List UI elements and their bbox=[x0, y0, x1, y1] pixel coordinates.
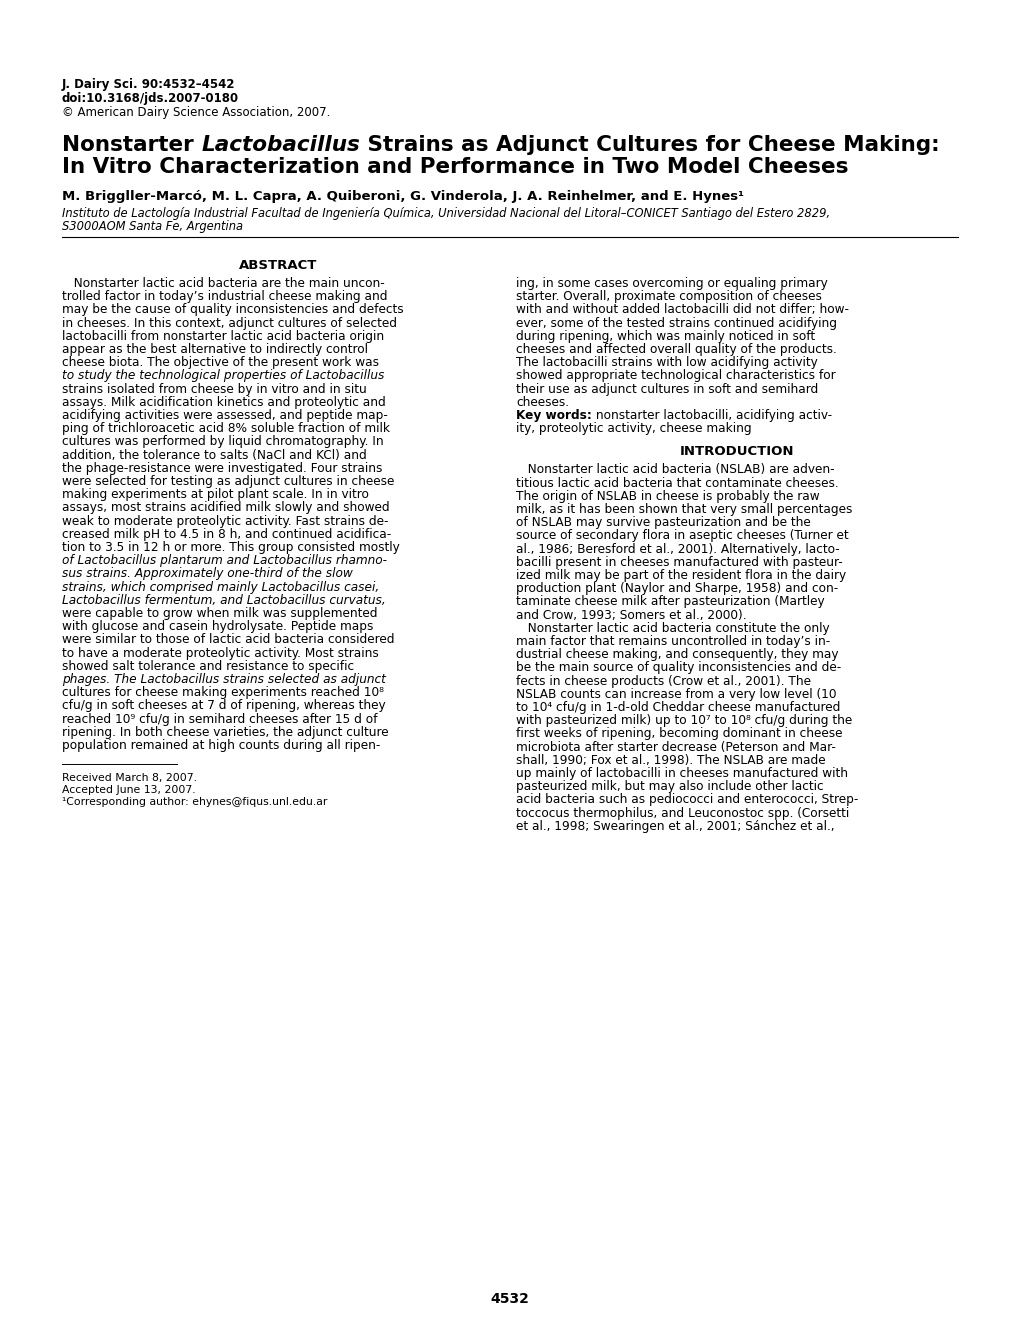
Text: fects in cheese products (Crow et al., 2001). The: fects in cheese products (Crow et al., 2… bbox=[516, 675, 810, 688]
Text: Key words:: Key words: bbox=[516, 409, 591, 422]
Text: © American Dairy Science Association, 2007.: © American Dairy Science Association, 20… bbox=[62, 106, 330, 119]
Text: addition, the tolerance to salts (NaCl and KCl) and: addition, the tolerance to salts (NaCl a… bbox=[62, 449, 367, 462]
Text: the phage-resistance were investigated. Four strains: the phage-resistance were investigated. … bbox=[62, 462, 382, 475]
Text: showed appropriate technological characteristics for: showed appropriate technological charact… bbox=[516, 370, 835, 383]
Text: The lactobacilli strains with low acidifying activity: The lactobacilli strains with low acidif… bbox=[516, 356, 817, 370]
Text: appear as the best alternative to indirectly control: appear as the best alternative to indire… bbox=[62, 343, 368, 356]
Text: S3000AOM Santa Fe, Argentina: S3000AOM Santa Fe, Argentina bbox=[62, 220, 243, 234]
Text: milk, as it has been shown that very small percentages: milk, as it has been shown that very sma… bbox=[516, 503, 852, 516]
Text: cheeses.: cheeses. bbox=[516, 396, 569, 409]
Text: ABSTRACT: ABSTRACT bbox=[238, 259, 317, 272]
Text: et al., 1998; Swearingen et al., 2001; Sánchez et al.,: et al., 1998; Swearingen et al., 2001; S… bbox=[516, 820, 834, 833]
Text: J. Dairy Sci. 90:4532–4542: J. Dairy Sci. 90:4532–4542 bbox=[62, 78, 235, 91]
Text: showed salt tolerance and resistance to specific: showed salt tolerance and resistance to … bbox=[62, 660, 354, 673]
Text: assays. Milk acidification kinetics and proteolytic and: assays. Milk acidification kinetics and … bbox=[62, 396, 385, 409]
Text: with pasteurized milk) up to 10⁷ to 10⁸ cfu/g during the: with pasteurized milk) up to 10⁷ to 10⁸ … bbox=[516, 714, 852, 727]
Text: M. Briggller-Marcó, M. L. Capra, A. Quiberoni, G. Vinderola, J. A. Reinhelmer, a: M. Briggller-Marcó, M. L. Capra, A. Quib… bbox=[62, 190, 743, 203]
Text: Instituto de Lactología Industrial Facultad de Ingeniería Química, Universidad N: Instituto de Lactología Industrial Facul… bbox=[62, 207, 829, 220]
Text: dustrial cheese making, and consequently, they may: dustrial cheese making, and consequently… bbox=[516, 648, 838, 661]
Text: cheese biota. The objective of the present work was: cheese biota. The objective of the prese… bbox=[62, 356, 379, 370]
Text: In Vitro Characterization and Performance in Two Model Cheeses: In Vitro Characterization and Performanc… bbox=[62, 157, 848, 177]
Text: ripening. In both cheese varieties, the adjunct culture: ripening. In both cheese varieties, the … bbox=[62, 726, 388, 739]
Text: of NSLAB may survive pasteurization and be the: of NSLAB may survive pasteurization and … bbox=[516, 516, 810, 529]
Text: Strains as Adjunct Cultures for Cheese Making:: Strains as Adjunct Cultures for Cheese M… bbox=[360, 135, 938, 154]
Text: acidifying activities were assessed, and peptide map-: acidifying activities were assessed, and… bbox=[62, 409, 387, 422]
Text: Nonstarter lactic acid bacteria constitute the only: Nonstarter lactic acid bacteria constitu… bbox=[516, 622, 828, 635]
Text: cfu/g in soft cheeses at 7 d of ripening, whereas they: cfu/g in soft cheeses at 7 d of ripening… bbox=[62, 700, 385, 713]
Text: taminate cheese milk after pasteurization (Martley: taminate cheese milk after pasteurizatio… bbox=[516, 595, 823, 609]
Text: NSLAB counts can increase from a very low level (10: NSLAB counts can increase from a very lo… bbox=[516, 688, 836, 701]
Text: in cheeses. In this context, adjunct cultures of selected: in cheeses. In this context, adjunct cul… bbox=[62, 317, 396, 330]
Text: of Lactobacillus plantarum and Lactobacillus rhamno-: of Lactobacillus plantarum and Lactobaci… bbox=[62, 554, 386, 568]
Text: doi:10.3168/jds.2007-0180: doi:10.3168/jds.2007-0180 bbox=[62, 92, 238, 106]
Text: and Crow, 1993; Somers et al., 2000).: and Crow, 1993; Somers et al., 2000). bbox=[516, 609, 746, 622]
Text: be the main source of quality inconsistencies and de-: be the main source of quality inconsiste… bbox=[516, 661, 841, 675]
Text: shall, 1990; Fox et al., 1998). The NSLAB are made: shall, 1990; Fox et al., 1998). The NSLA… bbox=[516, 754, 824, 767]
Text: Lactobacillus: Lactobacillus bbox=[201, 135, 360, 154]
Text: Accepted June 13, 2007.: Accepted June 13, 2007. bbox=[62, 785, 196, 795]
Text: tion to 3.5 in 12 h or more. This group consisted mostly: tion to 3.5 in 12 h or more. This group … bbox=[62, 541, 399, 554]
Text: were selected for testing as adjunct cultures in cheese: were selected for testing as adjunct cul… bbox=[62, 475, 394, 488]
Text: lactobacilli from nonstarter lactic acid bacteria origin: lactobacilli from nonstarter lactic acid… bbox=[62, 330, 384, 343]
Text: phages. The Lactobacillus strains selected as adjunct: phages. The Lactobacillus strains select… bbox=[62, 673, 385, 686]
Text: reached 10⁹ cfu/g in semihard cheeses after 15 d of: reached 10⁹ cfu/g in semihard cheeses af… bbox=[62, 713, 377, 726]
Text: to have a moderate proteolytic activity. Most strains: to have a moderate proteolytic activity.… bbox=[62, 647, 378, 660]
Text: Lactobacillus fermentum, and Lactobacillus curvatus,: Lactobacillus fermentum, and Lactobacill… bbox=[62, 594, 385, 607]
Text: bacilli present in cheeses manufactured with pasteur-: bacilli present in cheeses manufactured … bbox=[516, 556, 842, 569]
Text: may be the cause of quality inconsistencies and defects: may be the cause of quality inconsistenc… bbox=[62, 304, 404, 317]
Text: making experiments at pilot plant scale. In in vitro: making experiments at pilot plant scale.… bbox=[62, 488, 369, 502]
Text: with glucose and casein hydrolysate. Peptide maps: with glucose and casein hydrolysate. Pep… bbox=[62, 620, 373, 634]
Text: with and without added lactobacilli did not differ; how-: with and without added lactobacilli did … bbox=[516, 304, 848, 317]
Text: up mainly of lactobacilli in cheeses manufactured with: up mainly of lactobacilli in cheeses man… bbox=[516, 767, 847, 780]
Text: ized milk may be part of the resident flora in the dairy: ized milk may be part of the resident fl… bbox=[516, 569, 846, 582]
Text: cheeses and affected overall quality of the products.: cheeses and affected overall quality of … bbox=[516, 343, 836, 356]
Text: during ripening, which was mainly noticed in soft: during ripening, which was mainly notice… bbox=[516, 330, 814, 343]
Text: starter. Overall, proximate composition of cheeses: starter. Overall, proximate composition … bbox=[516, 290, 821, 304]
Text: ping of trichloroacetic acid 8% soluble fraction of milk: ping of trichloroacetic acid 8% soluble … bbox=[62, 422, 389, 436]
Text: ¹Corresponding author: ehynes@fiqus.unl.edu.ar: ¹Corresponding author: ehynes@fiqus.unl.… bbox=[62, 797, 327, 808]
Text: production plant (Naylor and Sharpe, 1958) and con-: production plant (Naylor and Sharpe, 195… bbox=[516, 582, 838, 595]
Text: were similar to those of lactic acid bacteria considered: were similar to those of lactic acid bac… bbox=[62, 634, 394, 647]
Text: assays, most strains acidified milk slowly and showed: assays, most strains acidified milk slow… bbox=[62, 502, 389, 515]
Text: INTRODUCTION: INTRODUCTION bbox=[679, 445, 794, 458]
Text: weak to moderate proteolytic activity. Fast strains de-: weak to moderate proteolytic activity. F… bbox=[62, 515, 388, 528]
Text: acid bacteria such as pediococci and enterococci, Strep-: acid bacteria such as pediococci and ent… bbox=[516, 793, 858, 807]
Text: 4532: 4532 bbox=[490, 1292, 529, 1305]
Text: trolled factor in today’s industrial cheese making and: trolled factor in today’s industrial che… bbox=[62, 290, 387, 304]
Text: microbiota after starter decrease (Peterson and Mar-: microbiota after starter decrease (Peter… bbox=[516, 741, 835, 754]
Text: toccocus thermophilus, and Leuconostoc spp. (Corsetti: toccocus thermophilus, and Leuconostoc s… bbox=[516, 807, 849, 820]
Text: to 10⁴ cfu/g in 1-d-old Cheddar cheese manufactured: to 10⁴ cfu/g in 1-d-old Cheddar cheese m… bbox=[516, 701, 840, 714]
Text: titious lactic acid bacteria that contaminate cheeses.: titious lactic acid bacteria that contam… bbox=[516, 477, 838, 490]
Text: Nonstarter: Nonstarter bbox=[62, 135, 201, 154]
Text: Nonstarter lactic acid bacteria (NSLAB) are adven-: Nonstarter lactic acid bacteria (NSLAB) … bbox=[516, 463, 834, 477]
Text: ever, some of the tested strains continued acidifying: ever, some of the tested strains continu… bbox=[516, 317, 837, 330]
Text: strains, which comprised mainly Lactobacillus casei,: strains, which comprised mainly Lactobac… bbox=[62, 581, 379, 594]
Text: sus strains. Approximately one-third of the slow: sus strains. Approximately one-third of … bbox=[62, 568, 353, 581]
Text: were capable to grow when milk was supplemented: were capable to grow when milk was suppl… bbox=[62, 607, 377, 620]
Text: ing, in some cases overcoming or equaling primary: ing, in some cases overcoming or equalin… bbox=[516, 277, 827, 290]
Text: cultures was performed by liquid chromatography. In: cultures was performed by liquid chromat… bbox=[62, 436, 383, 449]
Text: population remained at high counts during all ripen-: population remained at high counts durin… bbox=[62, 739, 380, 752]
Text: The origin of NSLAB in cheese is probably the raw: The origin of NSLAB in cheese is probabl… bbox=[516, 490, 819, 503]
Text: Received March 8, 2007.: Received March 8, 2007. bbox=[62, 774, 197, 783]
Text: first weeks of ripening, becoming dominant in cheese: first weeks of ripening, becoming domina… bbox=[516, 727, 842, 741]
Text: main factor that remains uncontrolled in today’s in-: main factor that remains uncontrolled in… bbox=[516, 635, 829, 648]
Text: cultures for cheese making experiments reached 10⁸: cultures for cheese making experiments r… bbox=[62, 686, 383, 700]
Text: source of secondary flora in aseptic cheeses (Turner et: source of secondary flora in aseptic che… bbox=[516, 529, 848, 543]
Text: Nonstarter lactic acid bacteria are the main uncon-: Nonstarter lactic acid bacteria are the … bbox=[62, 277, 384, 290]
Text: strains isolated from cheese by in vitro and in situ: strains isolated from cheese by in vitro… bbox=[62, 383, 367, 396]
Text: to study the technological properties of Lactobacillus: to study the technological properties of… bbox=[62, 370, 384, 383]
Text: al., 1986; Beresford et al., 2001). Alternatively, lacto-: al., 1986; Beresford et al., 2001). Alte… bbox=[516, 543, 839, 556]
Text: ity, proteolytic activity, cheese making: ity, proteolytic activity, cheese making bbox=[516, 422, 751, 436]
Text: nonstarter lactobacilli, acidifying activ-: nonstarter lactobacilli, acidifying acti… bbox=[591, 409, 832, 422]
Text: creased milk pH to 4.5 in 8 h, and continued acidifica-: creased milk pH to 4.5 in 8 h, and conti… bbox=[62, 528, 391, 541]
Text: pasteurized milk, but may also include other lactic: pasteurized milk, but may also include o… bbox=[516, 780, 822, 793]
Text: their use as adjunct cultures in soft and semihard: their use as adjunct cultures in soft an… bbox=[516, 383, 817, 396]
